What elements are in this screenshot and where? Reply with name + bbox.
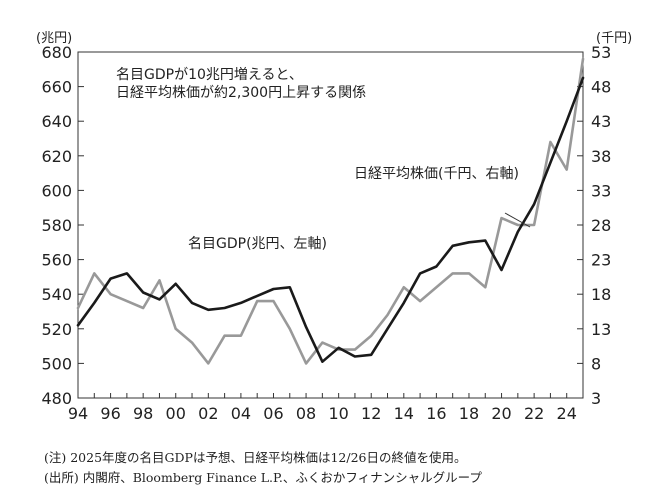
x-tick-label: 16 (426, 404, 446, 423)
left-tick-label: 500 (41, 354, 72, 373)
source-note: (出所) 内閣府、Bloomberg Finance L.P.、ふくおかフィナン… (44, 470, 482, 485)
nikkei-leader-line (504, 212, 531, 228)
right-tick-label: 18 (591, 285, 611, 304)
right-tick-label: 23 (591, 251, 611, 270)
x-tick-label: 18 (459, 404, 479, 423)
left-tick-label: 520 (41, 320, 72, 339)
footnote: (注) 2025年度の名目GDPは予想、日経平均株価は12/26日の終値を使用。 (44, 450, 467, 465)
right-tick-label: 3 (591, 389, 601, 408)
annotation-line-1: 名目GDPが10兆円増えると、 (116, 67, 303, 83)
right-tick-label: 8 (591, 354, 601, 373)
nikkei-line (76, 57, 585, 365)
x-tick-label: 00 (166, 404, 186, 423)
left-tick-label: 600 (41, 181, 72, 200)
left-tick-label: 640 (41, 112, 72, 131)
x-tick-label: 22 (524, 404, 544, 423)
series-label-nikkei: 日経平均株価(千円、右軸) (354, 166, 519, 182)
x-tick-label: 96 (100, 404, 120, 423)
chart-labels (504, 212, 531, 228)
x-tick-label: 02 (198, 404, 218, 423)
left-axis: 480 500 520 540 560 580 600 620 640 660 680 (41, 43, 84, 408)
right-tick-label: 13 (591, 320, 611, 339)
left-tick-label: 480 (41, 389, 72, 408)
gdp-line (76, 76, 585, 364)
x-tick-label: 98 (133, 404, 153, 423)
right-tick-label: 43 (591, 112, 611, 131)
x-tick-label: 94 (68, 404, 88, 423)
series-label-gdp: 名目GDP(兆円、左軸) (188, 236, 327, 252)
right-tick-label: 28 (591, 216, 611, 235)
left-tick-label: 540 (41, 285, 72, 304)
x-tick-label: 14 (394, 404, 414, 423)
x-tick-label: 08 (296, 404, 316, 423)
left-tick-label: 660 (41, 78, 72, 97)
right-tick-label: 33 (591, 181, 611, 200)
series-lines (76, 57, 585, 365)
right-tick-label: 53 (591, 43, 611, 62)
right-tick-label: 48 (591, 78, 611, 97)
x-tick-label: 12 (361, 404, 381, 423)
left-axis-unit: (兆円) (36, 31, 72, 46)
right-tick-label: 38 (591, 147, 611, 166)
left-tick-label: 580 (41, 216, 72, 235)
x-tick-label: 24 (557, 404, 577, 423)
x-tick-label: 04 (231, 404, 251, 423)
x-tick-label: 20 (491, 404, 511, 423)
left-tick-label: 680 (41, 43, 72, 62)
annotation-line-2: 日経平均株価が約2,300円上昇する関係 (116, 85, 366, 101)
x-tick-label: 10 (328, 404, 348, 423)
right-axis-unit: (千円) (596, 31, 632, 46)
x-tick-label: 06 (263, 404, 283, 423)
left-tick-label: 560 (41, 251, 72, 270)
left-tick-label: 620 (41, 147, 72, 166)
x-axis: 94 96 98 00 02 04 06 08 10 12 14 16 18 20 22 24 (68, 393, 584, 423)
